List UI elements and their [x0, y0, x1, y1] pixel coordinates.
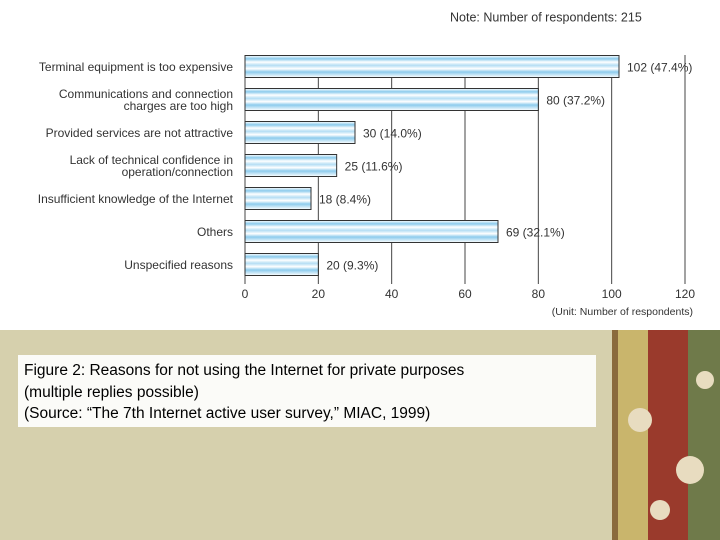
- x-tick-label: 100: [602, 287, 622, 301]
- category-label: Communications and connection charges ar…: [58, 86, 233, 113]
- value-label: 25 (11.6%): [345, 160, 403, 174]
- category-label: Unspecified reasons: [124, 257, 233, 272]
- category-label: Others: [196, 224, 233, 239]
- x-tick-label: 40: [385, 287, 399, 301]
- bar: [244, 88, 539, 111]
- category-label: Terminal equipment is too expensive: [38, 59, 233, 74]
- bar: [244, 253, 319, 276]
- value-label: 20 (9.3%): [326, 259, 378, 273]
- value-label: 18 (8.4%): [319, 193, 371, 207]
- x-tick-label: 120: [675, 287, 695, 301]
- bar: [244, 154, 338, 177]
- value-label: 69 (32.1%): [506, 226, 565, 240]
- caption-line: (Source: “The 7th Internet active user s…: [24, 405, 431, 422]
- bar: [244, 220, 499, 243]
- bar: [244, 55, 620, 78]
- category-label: Insufficient knowledge of the Internet: [37, 191, 233, 206]
- caption-box: Figure 2: Reasons for not using the Inte…: [18, 355, 596, 427]
- bar: [244, 187, 312, 210]
- note: Note: Number of respondents: 215: [450, 10, 642, 24]
- caption-line: Figure 2: Reasons for not using the Inte…: [24, 362, 465, 379]
- category-label: Provided services are not attractive: [45, 125, 233, 140]
- x-tick-label: 20: [312, 287, 326, 301]
- unit-label: (Unit: Number of respondents): [552, 306, 693, 318]
- fabric-strip: [612, 330, 720, 540]
- category-label: Lack of technical confidence in operatio…: [69, 152, 233, 179]
- x-tick-label: 60: [458, 287, 472, 301]
- x-tick-label: 0: [242, 287, 249, 301]
- value-label: 80 (37.2%): [546, 94, 605, 108]
- caption-line: (multiple replies possible): [24, 383, 199, 401]
- value-label: 30 (14.0%): [363, 127, 422, 141]
- bar: [244, 121, 356, 144]
- value-label: 102 (47.4%): [627, 61, 692, 75]
- x-tick-label: 80: [532, 287, 546, 301]
